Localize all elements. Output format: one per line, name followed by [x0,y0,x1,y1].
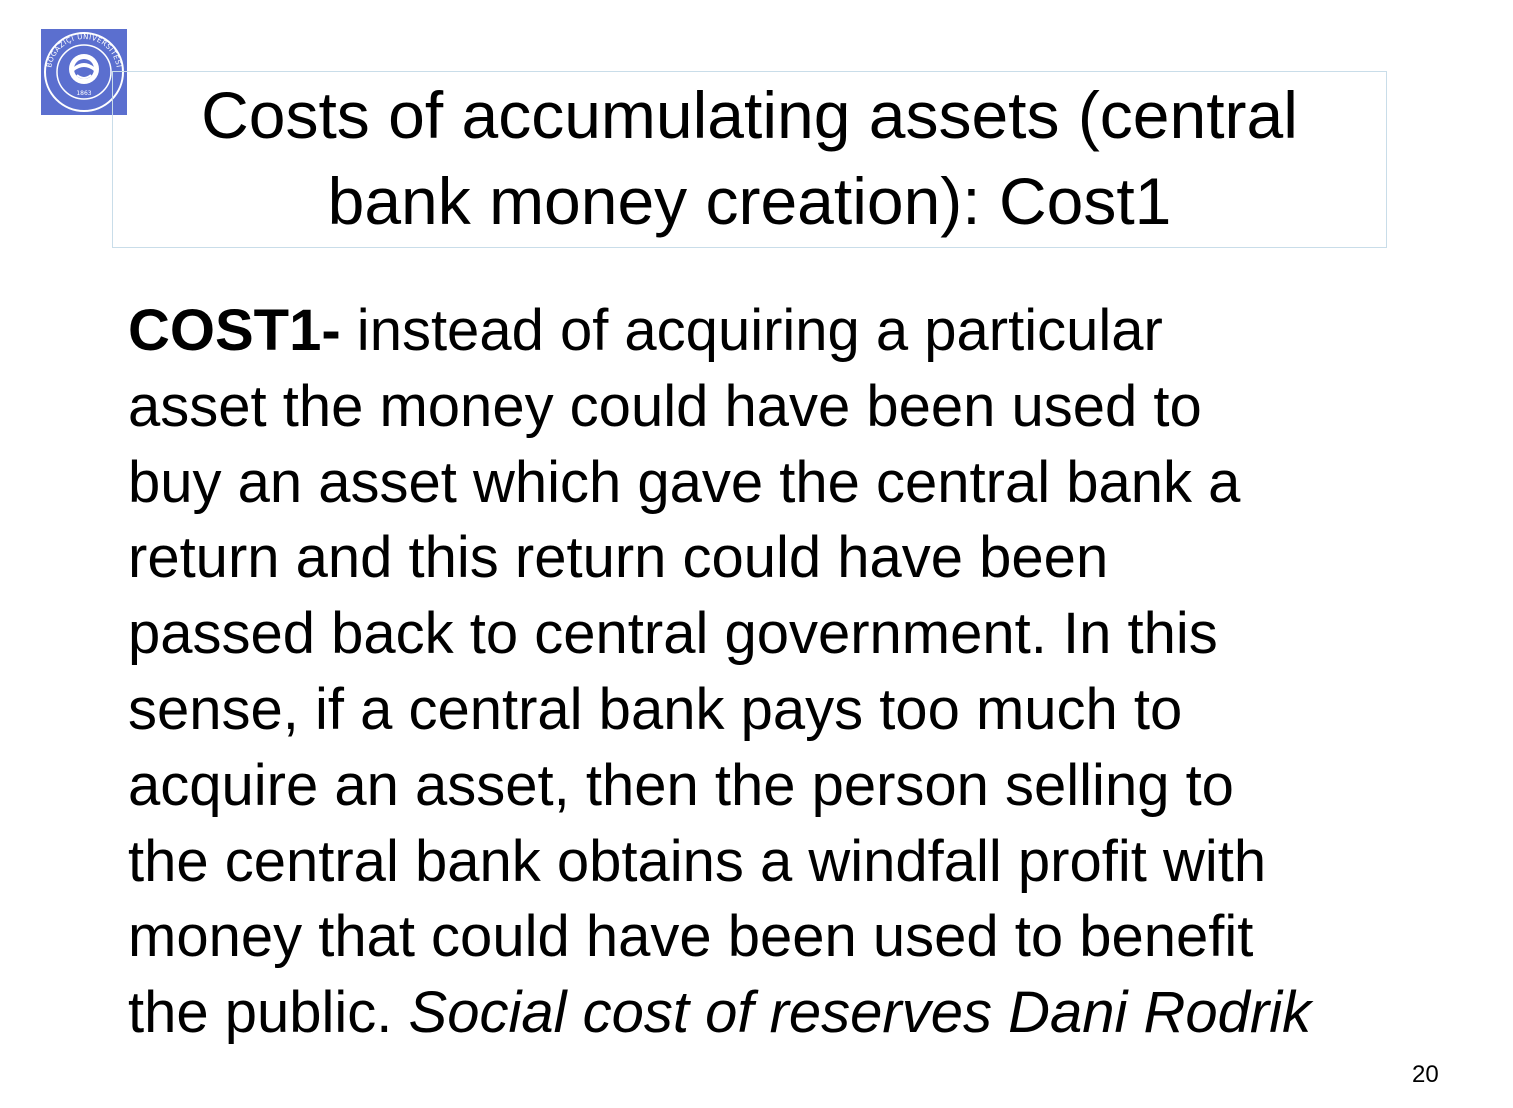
university-seal-icon: BOĞAZİÇİ ÜNİVERSİTESİ 1863 [44,32,124,112]
body-line-1-text: instead of acquiring a particular [340,298,1163,363]
slide-title: Costs of accumulating assets (central ba… [140,72,1360,244]
title-box: Costs of accumulating assets (central ba… [112,71,1387,248]
body-line-7: acquire an asset, then the person sellin… [128,752,1234,818]
page-number: 20 [1412,1061,1439,1088]
body-line-2: asset the money could have been used to [128,373,1202,439]
title-line-1: Costs of accumulating assets (central [201,77,1298,152]
logo-year: 1863 [76,90,91,97]
body-line-1: COST1- instead of acquiring a particular [128,293,1388,369]
cost1-label: COST1- [128,298,341,363]
body-line-4: return and this return could have been [128,525,1109,591]
slide-body: COST1- instead of acquiring a particular… [128,293,1388,1051]
body-line-10: the public. Social cost of reserves Dani… [128,975,1388,1051]
citation: Social cost of reserves Dani Rodrik [408,980,1312,1046]
body-line-8: the central bank obtains a windfall prof… [128,828,1267,894]
body-line-10-text: the public. [128,980,409,1046]
body-line-3: buy an asset which gave the central bank… [128,449,1241,515]
body-line-5: passed back to central government. In th… [128,601,1218,667]
body-line-9: money that could have been used to benef… [128,904,1254,970]
title-line-2: bank money creation): Cost1 [327,163,1172,238]
body-line-6: sense, if a central bank pays too much t… [128,676,1183,742]
